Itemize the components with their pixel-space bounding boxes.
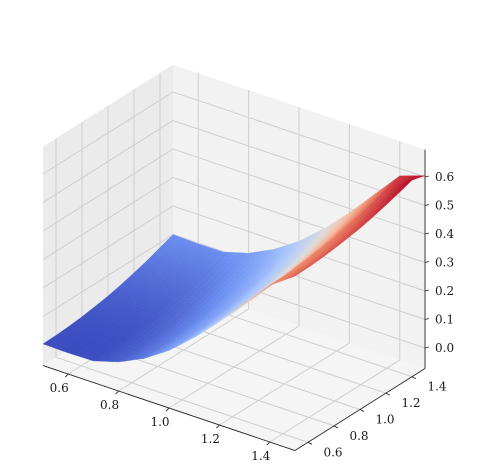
z-tick-label: 0.3 [435, 256, 454, 270]
z-grid-line [42, 91, 426, 178]
y-axis-ticks: 0.6 0.8 1.0 1.2 1.4 [307, 376, 447, 459]
z-tick-label: 0.2 [435, 284, 454, 298]
z-tick-label: 0.1 [435, 313, 454, 327]
x-grid-line [168, 107, 300, 409]
x-grid-line [118, 90, 250, 392]
x-tick-mark [165, 407, 170, 412]
y-tick-mark [385, 392, 391, 396]
z-tick-mark [424, 318, 430, 320]
z-tick-label: 0.6 [435, 170, 454, 184]
x-tick-mark [64, 373, 69, 378]
y-tick-mark [359, 409, 365, 412]
z-tick-label: 0.5 [435, 199, 454, 213]
z-tick-mark [424, 175, 430, 178]
y-tick-mark [411, 376, 417, 380]
y-grid-line [55, 138, 309, 443]
x-tick-label: 1.4 [251, 449, 270, 463]
x-tick-mark [266, 441, 271, 446]
y-tick-label: 0.6 [323, 445, 342, 459]
z-grid-line [42, 148, 426, 235]
y-tick-label: 1.2 [401, 396, 420, 410]
y-tick-mark [333, 425, 339, 429]
y-tick-label: 0.8 [349, 429, 368, 443]
z-tick-mark [424, 261, 430, 263]
z-tick-label: 0.4 [435, 227, 454, 241]
z-tick-label: 0.0 [435, 341, 454, 355]
y-tick-label: 1.0 [375, 413, 394, 427]
x-tick-label: 0.6 [50, 381, 69, 395]
x-grid-line [219, 124, 350, 426]
surface-mesh [42, 175, 426, 363]
z-grid-line [42, 119, 426, 206]
y-tick-label: 1.4 [427, 380, 446, 394]
x-grid-line [269, 141, 401, 443]
x-tick-label: 1.0 [150, 415, 169, 429]
z-axis-ticks: 0.0 0.1 0.2 0.3 0.4 0.5 0.6 [424, 170, 454, 355]
surface-patch [288, 273, 299, 279]
y-tick-mark [307, 441, 313, 445]
x-tick-mark [216, 424, 220, 429]
z-tick-mark [424, 232, 430, 235]
z-tick-mark [424, 289, 430, 292]
x-tick-mark [115, 390, 119, 395]
x-axis-ticks: 0.6 0.8 1.0 1.2 1.4 [50, 373, 271, 463]
z-tick-mark [424, 346, 430, 349]
z-tick-mark [424, 204, 430, 206]
x-tick-label: 1.2 [201, 432, 220, 446]
z-grid-line [42, 205, 426, 292]
x-tick-label: 0.8 [100, 398, 119, 412]
